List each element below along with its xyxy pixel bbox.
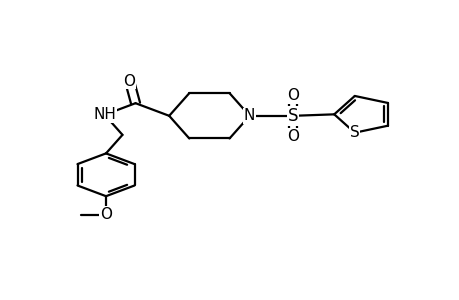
Text: O: O (123, 74, 135, 89)
Text: O: O (100, 207, 112, 222)
Text: S: S (287, 107, 298, 125)
Text: N: N (243, 108, 255, 123)
Text: NH: NH (93, 107, 116, 122)
Text: O: O (286, 88, 298, 103)
Text: O: O (286, 128, 298, 143)
Text: S: S (349, 125, 359, 140)
